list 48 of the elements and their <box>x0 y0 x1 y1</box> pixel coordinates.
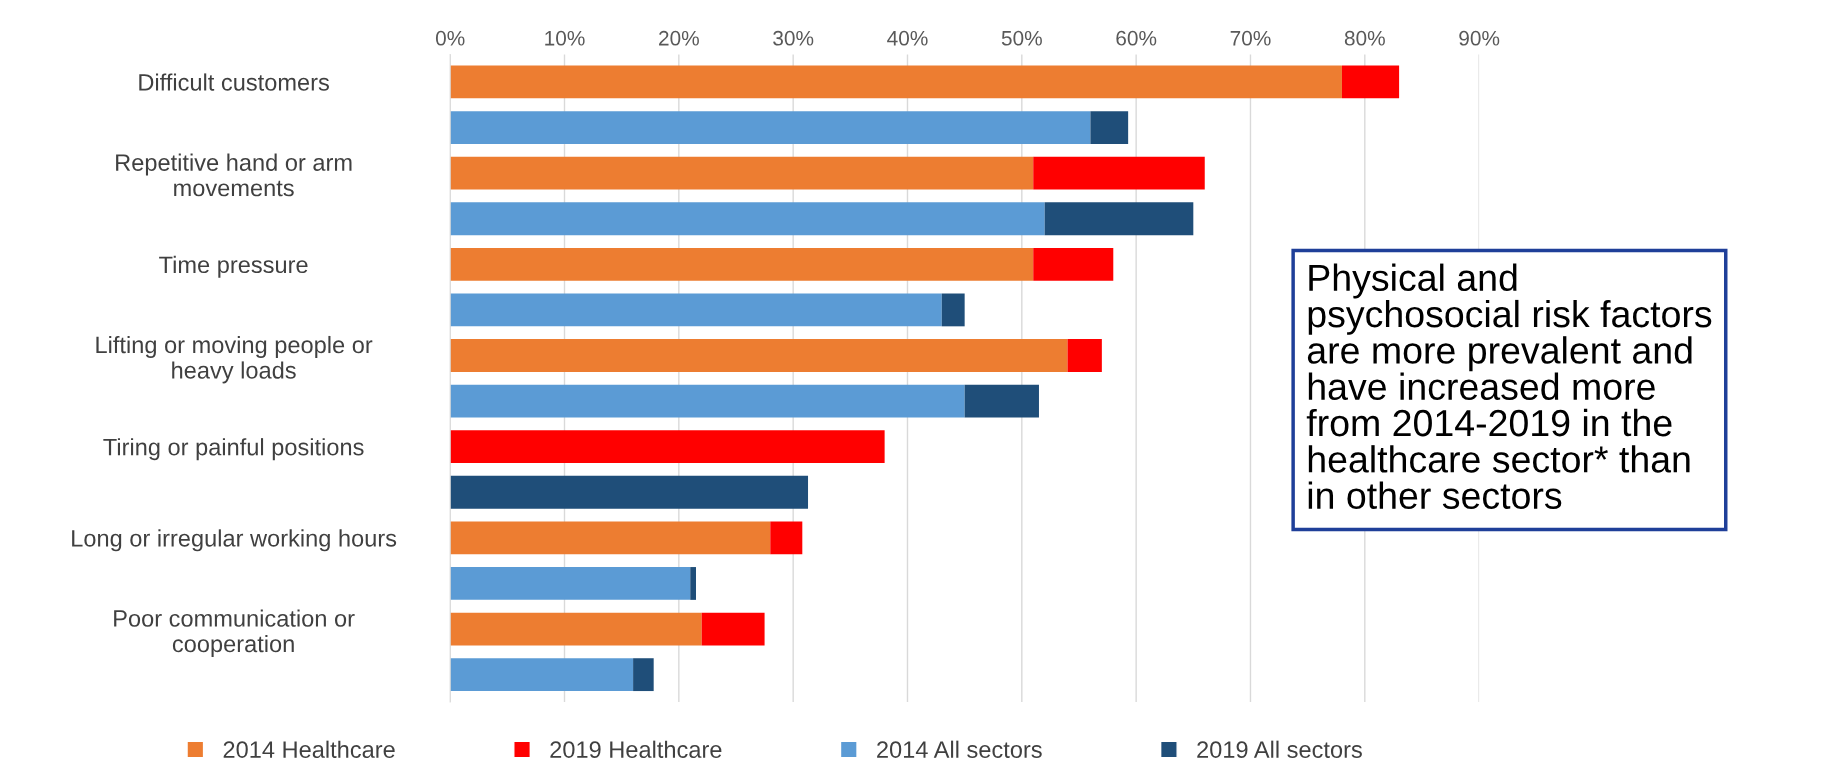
bar <box>450 339 1068 372</box>
bar <box>450 202 1045 236</box>
bar <box>1090 111 1129 144</box>
bar <box>690 567 696 600</box>
bar <box>1033 156 1205 190</box>
bar <box>1341 65 1400 99</box>
y-tick-label: Repetitive hand or arm movements <box>116 153 352 197</box>
legend-label: 2014 Healthcare <box>223 740 395 758</box>
x-tick-label: 90% <box>1459 30 1500 46</box>
bar <box>450 156 1034 190</box>
y-tick-label: Long or irregular working hours <box>72 529 397 552</box>
bar <box>964 384 1039 418</box>
y-tick-label: Lifting or moving people or heavy loads <box>96 335 373 384</box>
bar <box>450 521 771 555</box>
y-tick-label: Difficult customers <box>139 73 329 91</box>
x-tick-label: 40% <box>887 30 928 46</box>
bar <box>450 658 634 692</box>
annotation: Physical and psychosocial risk factors are more prevalent and have increased more from 2014-2019 in the healthcare sector* than in other sectors <box>1306 263 1712 510</box>
bar <box>450 111 1091 144</box>
x-tick-label: 70% <box>1230 30 1271 46</box>
bar <box>450 475 809 509</box>
x-tick-label: 80% <box>1344 30 1385 46</box>
legend-label: 2019 All sectors <box>1197 740 1362 758</box>
bar <box>450 247 1034 281</box>
bar <box>941 293 965 327</box>
bar <box>770 521 803 555</box>
bar <box>450 612 702 646</box>
x-tick-label: 20% <box>659 30 699 46</box>
bar <box>450 293 942 327</box>
y-tick-label: Tiring or painful positions <box>103 438 364 461</box>
x-tick-label: 50% <box>1001 30 1042 46</box>
bar <box>1044 202 1194 236</box>
legend-label: 2014 All sectors <box>877 740 1042 758</box>
legend-label: 2019 Healthcare <box>550 740 722 758</box>
x-tick-label: 0% <box>435 30 465 46</box>
bar <box>450 567 691 600</box>
bar <box>701 612 765 646</box>
bar <box>450 384 965 418</box>
bar <box>450 430 885 464</box>
x-tick-label: 60% <box>1116 30 1157 46</box>
y-tick-label: Time pressure <box>159 255 308 278</box>
bar <box>1033 247 1114 281</box>
bar <box>450 65 1342 99</box>
x-tick-label: 10% <box>545 30 585 46</box>
x-tick-label: 30% <box>773 30 814 46</box>
bar <box>1067 339 1102 372</box>
bar <box>633 658 654 692</box>
y-tick-label: Poor communication or cooperation <box>114 609 355 657</box>
